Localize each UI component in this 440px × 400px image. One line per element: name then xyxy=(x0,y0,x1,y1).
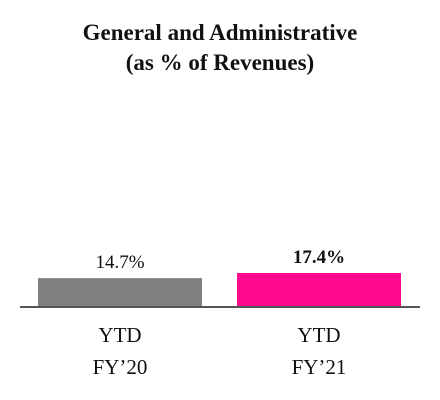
bar-0 xyxy=(38,278,202,306)
data-label-1: 17.4% xyxy=(293,247,345,268)
category-label-0-line-1: FY’20 xyxy=(93,355,148,379)
category-label-1-line-1: FY’21 xyxy=(292,355,347,379)
chart-subtitle: (as % of Revenues) xyxy=(125,50,315,75)
category-label-0-line-0: YTD xyxy=(98,323,141,347)
labels-layer: 14.7% YTD FY’20 17.4% YTD FY’21 xyxy=(93,247,347,379)
chart-title-block: General and Administrative (as % of Reve… xyxy=(0,18,440,78)
chart-title: General and Administrative xyxy=(82,20,358,45)
bar-1 xyxy=(237,273,401,306)
data-label-0: 14.7% xyxy=(95,252,144,273)
category-label-1-line-0: YTD xyxy=(297,323,340,347)
bars-layer xyxy=(38,273,401,306)
